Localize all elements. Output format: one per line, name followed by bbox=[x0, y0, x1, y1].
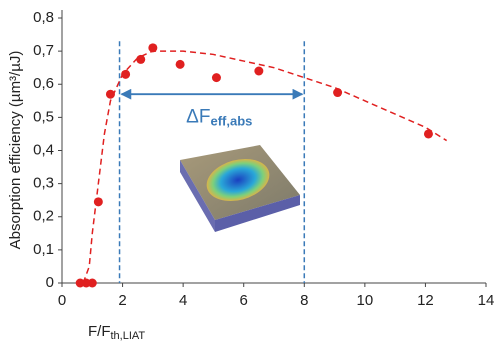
x-tick-label: 0 bbox=[58, 292, 66, 309]
y-tick-label: 0,5 bbox=[33, 108, 54, 125]
data-point bbox=[176, 60, 185, 69]
data-point bbox=[88, 279, 97, 288]
y-tick-label: 0,2 bbox=[33, 208, 54, 225]
annotation-sub: eff,abs bbox=[210, 114, 252, 129]
y-tick-label: 0,7 bbox=[33, 42, 54, 59]
chart: 0 0,1 0,2 0,3 0,4 0,5 0,6 0,7 0,8 0 2 4 6 8 10 12 14 ΔFef… bbox=[0, 0, 494, 350]
x-tick-label: 10 bbox=[357, 292, 374, 309]
y-tick-label: 0,3 bbox=[33, 175, 54, 192]
data-point bbox=[94, 197, 103, 206]
x-tick-label: 8 bbox=[300, 292, 308, 309]
x-tick-label: 12 bbox=[417, 292, 434, 309]
inset-image bbox=[180, 145, 300, 232]
y-tick-label: 0,4 bbox=[33, 141, 54, 158]
x-tick-label: 6 bbox=[240, 292, 248, 309]
annotation: ΔFeff,abs bbox=[186, 106, 252, 128]
y-axis-label: Absorption efficiency (µm³/µJ) bbox=[7, 51, 24, 250]
annotation-main: ΔF bbox=[186, 106, 210, 127]
y-tick-label: 0 bbox=[46, 274, 54, 291]
x-tick-label: 2 bbox=[118, 292, 126, 309]
x-axis-label: F/Fth,LIAT bbox=[88, 323, 145, 342]
x-tick-label: 14 bbox=[478, 292, 494, 309]
x-label-sub: th,LIAT bbox=[111, 330, 146, 342]
data-point bbox=[254, 67, 263, 76]
y-tick-label: 0,8 bbox=[33, 9, 54, 26]
y-tick-label: 0,1 bbox=[33, 241, 54, 258]
data-point bbox=[212, 73, 221, 82]
y-tick-label: 0,6 bbox=[33, 75, 54, 92]
x-tick-label: 4 bbox=[179, 292, 187, 309]
x-label-main: F/F bbox=[88, 323, 111, 340]
data-point bbox=[136, 55, 145, 64]
